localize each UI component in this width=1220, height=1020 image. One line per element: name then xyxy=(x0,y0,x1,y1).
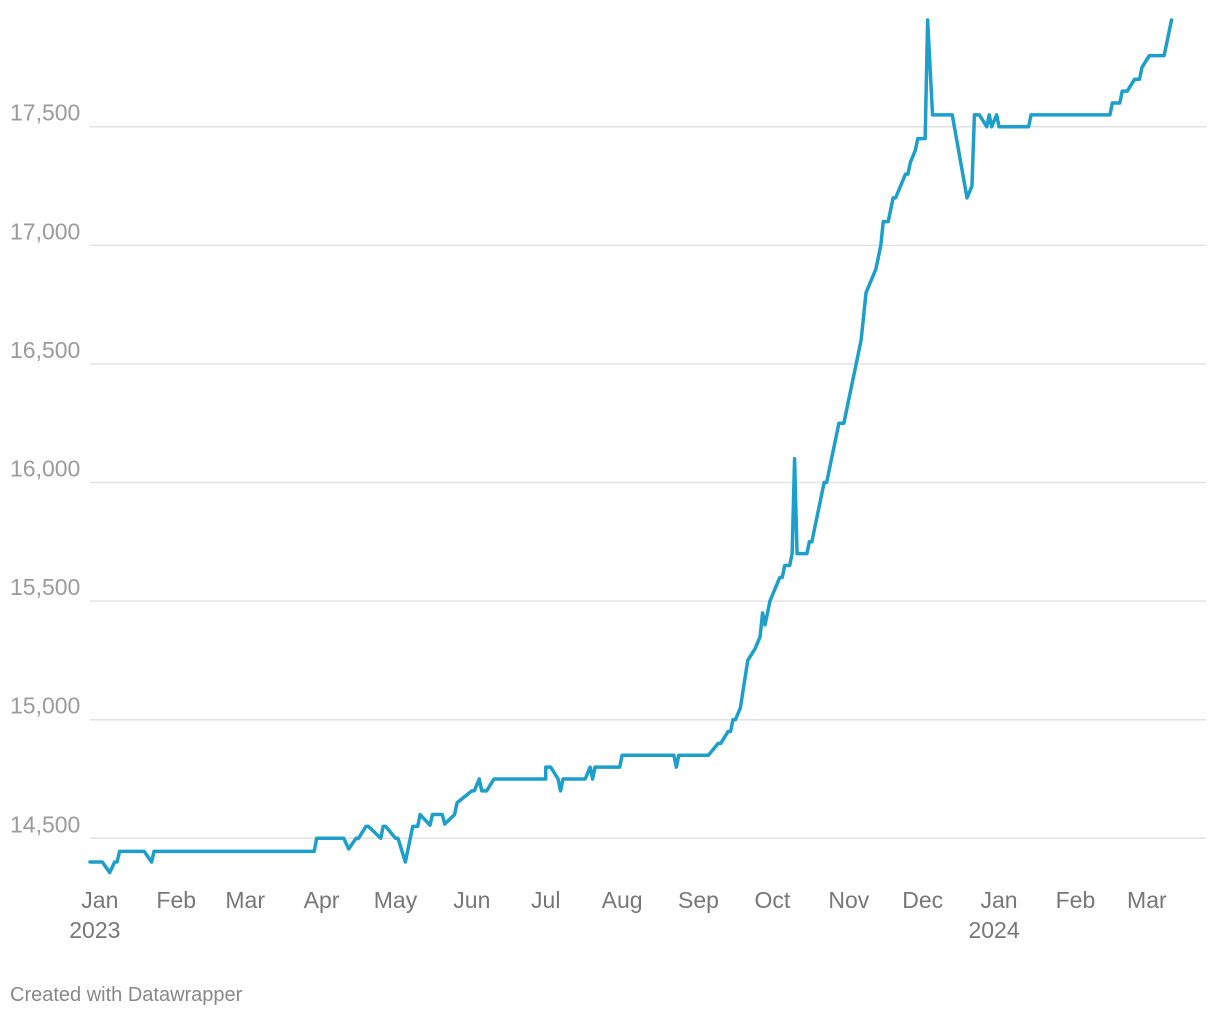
x-tick-label: May xyxy=(374,887,418,913)
x-tick-label: Dec xyxy=(902,887,943,913)
x-tick-label: Jan xyxy=(81,887,118,913)
series-line xyxy=(88,18,1174,875)
x-tick-label: Sep xyxy=(678,887,719,913)
gridlines xyxy=(90,125,1206,840)
y-tick-label: 16,500 xyxy=(10,337,80,363)
x-tick-label: Jan xyxy=(981,887,1018,913)
x-tick-label: Apr xyxy=(304,887,340,913)
x-tick-label: Nov xyxy=(828,887,869,913)
x-tick-label: Feb xyxy=(156,887,196,913)
x-tick-label: Jun xyxy=(453,887,490,913)
x-tick-year-label: 2024 xyxy=(968,917,1019,943)
datawrapper-credit: Created with Datawrapper xyxy=(10,984,243,1006)
y-tick-label: 17,500 xyxy=(10,100,80,126)
y-axis-ticks: 14,500 15,000 15,500 16,000 16,500 17,000 17,5… xyxy=(10,100,80,838)
y-tick-label: 16,000 xyxy=(10,456,80,482)
line-chart: 14,500 15,000 15,500 16,000 16,500 17,000 17,5… xyxy=(10,18,1206,943)
x-tick-label: Jul xyxy=(531,887,560,913)
x-tick-label: Mar xyxy=(225,887,265,913)
x-tick-label: Aug xyxy=(602,887,643,913)
x-axis-ticks: Jan 2023 Feb Mar Apr May Jun Jul Aug Sep Oct Nov Dec… xyxy=(69,887,1167,943)
y-tick-label: 15,000 xyxy=(10,693,80,719)
y-tick-label: 14,500 xyxy=(10,811,80,837)
y-tick-label: 15,500 xyxy=(10,574,80,600)
x-tick-year-label: 2023 xyxy=(69,917,120,943)
y-tick-label: 17,000 xyxy=(10,218,80,244)
x-tick-label: Oct xyxy=(755,887,791,913)
x-tick-label: Feb xyxy=(1056,887,1096,913)
x-tick-label: Mar xyxy=(1127,887,1167,913)
